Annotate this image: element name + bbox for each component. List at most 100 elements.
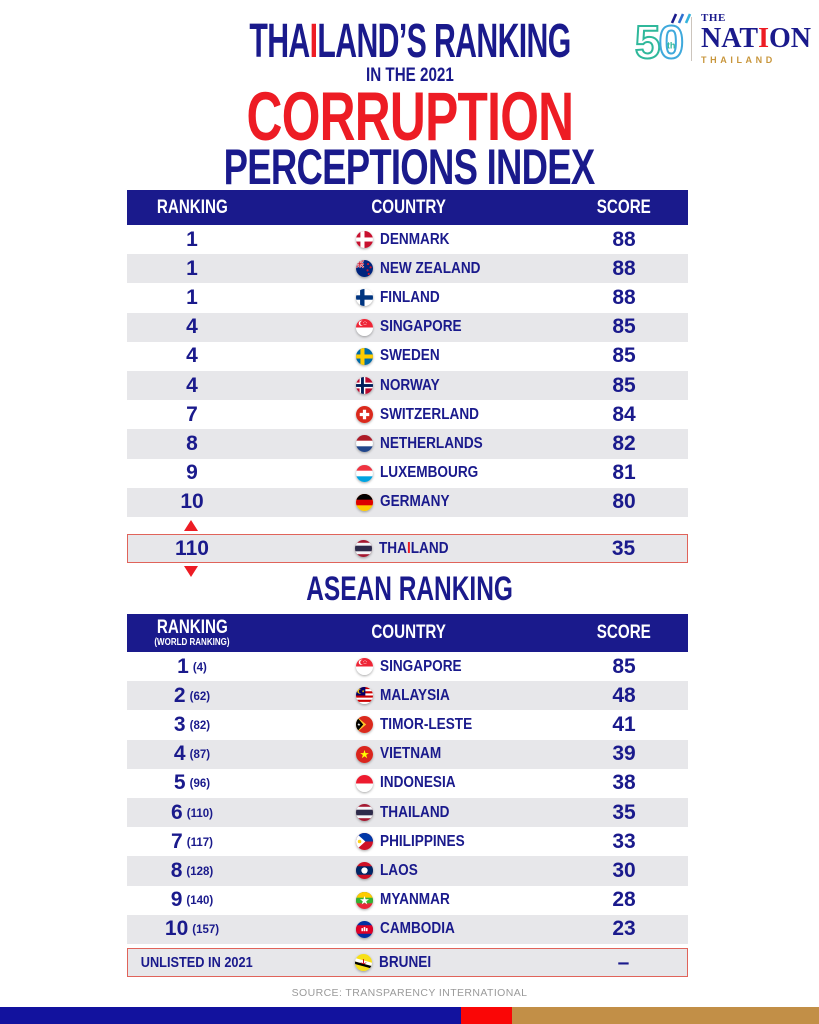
logo-slashes-icon (670, 13, 692, 24)
flag-brunei-icon (355, 954, 372, 971)
asean-rank: 1 (177, 654, 189, 678)
table-row-germany: 10 GERMANY 80 (127, 487, 688, 517)
table-row-laos: 8 (128) LAOS 30 (127, 856, 688, 886)
brunei-unlisted-row: UNLISTED IN 2021 BRUNEI – (127, 948, 688, 977)
perceptions-index-line: PERCEPTIONS INDEX (224, 139, 596, 196)
flag-denmark-icon (356, 231, 373, 249)
asean-rank: 10 (164, 917, 189, 941)
world-table-header: RANKING COUNTRY SCORE (127, 190, 688, 225)
country-name: THAILAND (380, 803, 450, 821)
world-rank: (128) (186, 865, 214, 878)
country-name: THAILAND (379, 539, 449, 557)
footer-bar-blue (0, 1007, 461, 1024)
logo-divider (691, 17, 693, 61)
asean-ranking-table: RANKING (WORLD RANKING) COUNTRY SCORE 1(… (127, 614, 688, 944)
header-score: SCORE (596, 622, 652, 643)
score-value: 88 (612, 227, 636, 251)
table-row-luxembourg: 9 LUXEMBOURG 81 (127, 459, 688, 488)
score-value: – (617, 950, 630, 974)
page-title: THAILAND’S RANKING IN THE 2021 CORRUPTIO… (0, 18, 819, 208)
country-name: NORWAY (380, 376, 440, 394)
table-row-singapore: 1 (4) SINGAPORE 85 (127, 652, 688, 681)
flag-myanmar-icon (356, 891, 373, 909)
table-row-thailand: 6 (110) THAILAND 35 (127, 797, 688, 828)
score-value: 88 (612, 285, 636, 309)
source-credit: SOURCE: TRANSPARENCY INTERNATIONAL (291, 987, 528, 999)
rank-value: 8 (186, 431, 198, 455)
flag-philippines-icon (356, 833, 373, 851)
header-ranking: RANKING (156, 196, 228, 218)
flag-netherlands-icon (356, 435, 373, 453)
table-row-singapore: 4 SINGAPORE 85 (127, 312, 688, 342)
country-name: PHILIPPINES (380, 832, 465, 850)
rank-value: 1 (186, 227, 198, 251)
rank-value: 9 (186, 461, 198, 485)
score-value: 80 (612, 490, 636, 514)
logo-five: 5 (634, 16, 662, 68)
score-value: 81 (612, 461, 636, 485)
table-row-new-zealand: 1 NEW ZEALAND 88 (127, 254, 688, 284)
score-value: 30 (612, 858, 636, 882)
table-row-switzerland: 7 SWITZERLAND 84 (127, 400, 688, 429)
flag-new-zealand-icon (356, 260, 373, 278)
thailand-highlight-row: 110 THAILAND 35 (127, 534, 688, 563)
flag-laos-icon (356, 862, 373, 880)
country-name: BRUNEI (379, 953, 432, 971)
country-name: SINGAPORE (380, 657, 462, 675)
asean-rank: 9 (170, 888, 183, 912)
logo-thailand: THAILAND (701, 55, 776, 65)
flag-sweden-icon (356, 347, 373, 365)
country-name: DENMARK (380, 230, 450, 248)
flag-vietnam-icon (356, 745, 373, 763)
asean-rank: 5 (173, 771, 186, 795)
subtitle-line: IN THE 2021 (365, 65, 454, 87)
asean-rank: 8 (170, 858, 183, 882)
asean-rank: 3 (173, 712, 186, 736)
world-rank: (157) (192, 924, 220, 937)
table-row-finland: 1 FINLAND 88 (127, 283, 688, 312)
country-name: SWITZERLAND (380, 405, 479, 423)
score-value: 35 (611, 536, 636, 560)
asean-rank: 6 (171, 800, 183, 824)
rank-down-arrow-icon (184, 566, 198, 577)
score-value: 23 (612, 917, 636, 941)
country-name: LAOS (380, 861, 418, 879)
country-name: FINLAND (380, 288, 440, 306)
world-rank: (82) (189, 719, 211, 732)
asean-rank: 2 (173, 683, 186, 707)
score-value: 38 (612, 771, 636, 795)
score-value: 85 (612, 315, 636, 339)
rank-value: 1 (186, 285, 198, 309)
flag-switzerland-icon (356, 406, 373, 424)
rank-up-arrow-icon (184, 520, 198, 531)
header-ranking: RANKING (WORLD RANKING) (154, 617, 230, 648)
flag-norway-icon (356, 377, 373, 395)
table-row-indonesia: 5 (96) INDONESIA 38 (127, 769, 688, 798)
score-value: 48 (612, 683, 636, 707)
country-name: TIMOR-LESTE (380, 715, 473, 733)
asean-ranking-heading: ASEAN RANKING (306, 570, 513, 608)
flag-singapore-icon (356, 658, 373, 676)
world-rank: (96) (189, 778, 211, 791)
score-value: 85 (612, 654, 636, 678)
score-value: 88 (612, 256, 636, 280)
rank-value: 4 (186, 373, 198, 397)
flag-thailand-icon (355, 540, 372, 557)
flag-indonesia-icon (356, 774, 373, 792)
world-rank: (140) (186, 895, 214, 908)
table-row-cambodia: 10 (157) CAMBODIA 23 (127, 914, 688, 944)
flag-timor-leste-icon (356, 716, 373, 734)
score-value: 33 (612, 829, 636, 853)
score-value: 85 (612, 344, 636, 368)
logo-th: th (666, 40, 676, 51)
rank-value: 1 (186, 256, 198, 280)
flag-singapore-icon (356, 318, 373, 336)
flag-luxembourg-icon (356, 464, 373, 482)
footer-bar (0, 1007, 819, 1024)
table-row-denmark: 1 DENMARK 88 (127, 225, 688, 254)
country-name: SINGAPORE (380, 318, 462, 336)
country-name: MALAYSIA (380, 686, 450, 704)
rank-value: 4 (186, 344, 198, 368)
